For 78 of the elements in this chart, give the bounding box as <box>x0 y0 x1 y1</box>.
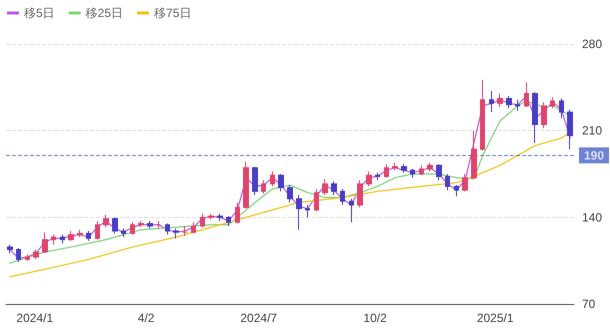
candlestick <box>200 213 205 228</box>
candlestick <box>427 162 433 172</box>
candlestick <box>471 130 477 180</box>
candlestick <box>532 92 538 144</box>
candlestick <box>25 254 30 262</box>
candlestick <box>454 184 459 197</box>
candlestick <box>506 96 512 109</box>
candlestick <box>165 223 170 236</box>
candlestick <box>121 228 126 238</box>
candlestick <box>77 229 83 238</box>
x-tick-label: 2024/1 <box>16 311 54 325</box>
candlestick <box>384 164 389 178</box>
candlestick <box>445 174 450 191</box>
candlestick <box>541 102 547 129</box>
candlestick <box>217 213 223 222</box>
candlestick <box>550 96 555 109</box>
candlestick <box>524 82 529 108</box>
candlestick <box>130 222 135 236</box>
candlestick <box>462 174 468 192</box>
legend-label: 移5日 <box>24 6 55 20</box>
candlestick <box>191 222 196 234</box>
candlestick <box>261 180 266 194</box>
y-tick-label: 140 <box>582 210 602 224</box>
candlestick <box>60 234 65 244</box>
x-tick-label: 2024/7 <box>240 311 278 325</box>
y-tick-label: 280 <box>582 37 602 51</box>
candlestick <box>182 226 188 236</box>
candlestick <box>322 178 328 196</box>
y-tick-label: 70 <box>582 297 596 311</box>
candlestick <box>173 228 179 239</box>
candlestick <box>314 188 319 212</box>
candlestick <box>86 230 91 242</box>
candlestick <box>296 194 302 230</box>
candlestick <box>419 164 424 176</box>
y-tick-label: 210 <box>582 124 602 138</box>
candlestick <box>497 93 503 108</box>
candlestick <box>489 90 494 113</box>
candlestick <box>95 220 100 240</box>
candlestick <box>401 164 407 174</box>
candlestick <box>567 109 573 150</box>
candlestick <box>559 98 564 119</box>
candlestick <box>392 162 398 171</box>
candlestick <box>103 214 109 228</box>
candlestick <box>340 188 345 206</box>
candlestick <box>33 249 39 260</box>
candlestick <box>208 213 214 220</box>
candlestick <box>305 204 310 218</box>
candlestick <box>226 216 231 226</box>
candlestick <box>410 168 415 178</box>
candlestick <box>357 180 363 208</box>
candlestick <box>112 216 118 234</box>
candlestick <box>480 79 485 151</box>
candlestick <box>147 220 153 229</box>
candlestick <box>235 202 240 224</box>
legend-label: 移75日 <box>154 6 192 20</box>
x-tick-label: 4/2 <box>138 311 155 325</box>
candlestick <box>138 220 144 228</box>
x-tick-label: 2025/1 <box>476 311 514 325</box>
candlestick <box>7 244 13 254</box>
candlestick <box>42 232 48 254</box>
candlestick <box>156 220 161 229</box>
candlestick <box>16 248 21 262</box>
legend-label: 移25日 <box>86 6 124 20</box>
candlestick <box>349 198 354 223</box>
candlestick <box>68 230 74 242</box>
ref-line-label: 190 <box>584 148 604 162</box>
candlestick <box>436 164 442 181</box>
candlestick <box>287 184 293 203</box>
candlestick <box>243 161 249 210</box>
candlestick <box>270 171 275 187</box>
candlestick <box>515 99 520 112</box>
candlestick <box>252 166 258 196</box>
candlestick <box>366 171 372 187</box>
candlestick <box>375 172 380 181</box>
x-tick-label: 10/2 <box>363 311 388 325</box>
candlestick <box>51 234 56 246</box>
candlestick <box>278 174 284 192</box>
candlestick <box>331 180 337 196</box>
